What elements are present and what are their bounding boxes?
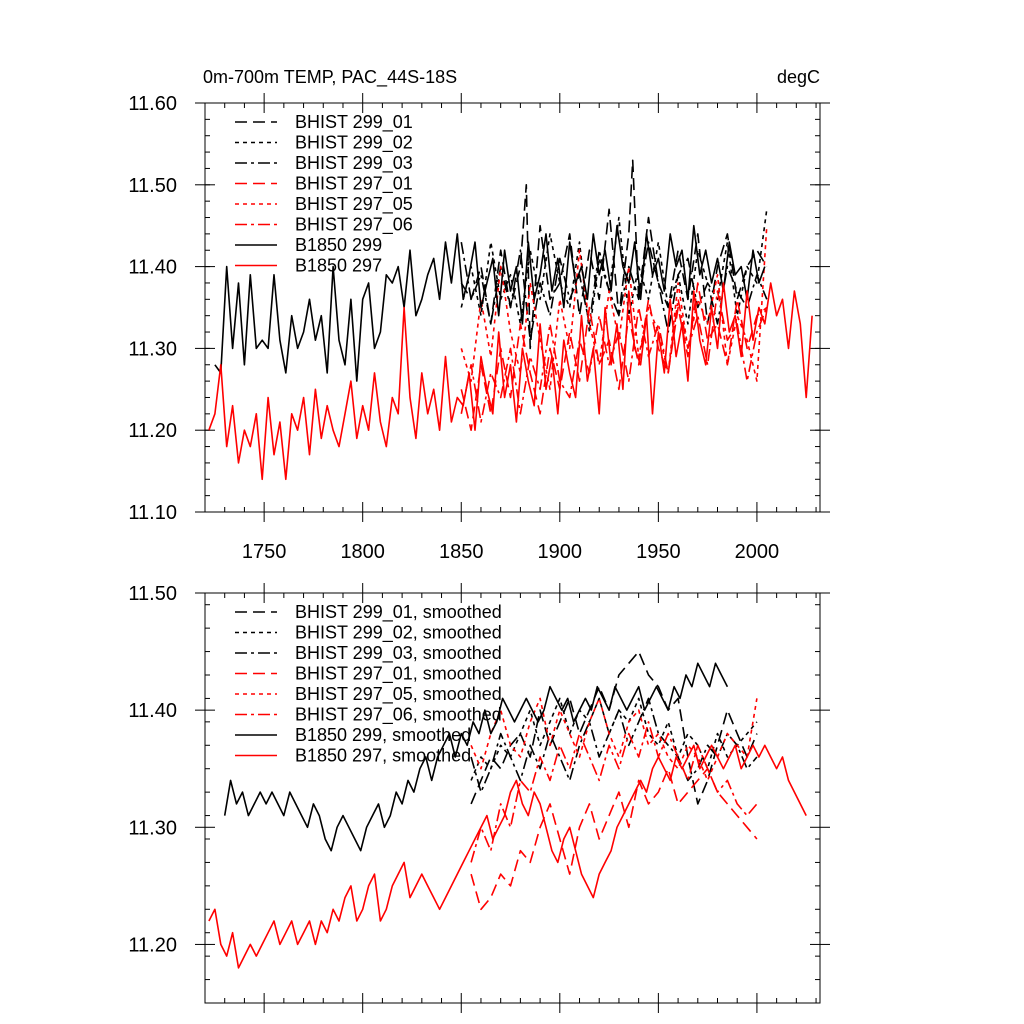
x-tick-label: 1750 bbox=[242, 541, 287, 563]
legend-label: BHIST 299_02 bbox=[295, 133, 413, 154]
legend-label: B1850 297, smoothed bbox=[295, 746, 471, 766]
y-tick-label: 11.30 bbox=[128, 338, 177, 360]
plot-frame bbox=[204, 102, 821, 513]
legend-label: BHIST 299_02, smoothed bbox=[295, 623, 502, 644]
y-tick-label: 11.50 bbox=[128, 175, 177, 197]
y-tick-label: 11.40 bbox=[128, 257, 177, 279]
x-tick-label: 2000 bbox=[735, 541, 780, 563]
y-tick-label: 11.10 bbox=[128, 502, 177, 524]
legend-label: BHIST 297_01 bbox=[295, 174, 413, 195]
legend-label: BHIST 299_01 bbox=[295, 112, 413, 133]
series-line-3 bbox=[460, 282, 768, 432]
legend-label: BHIST 297_05 bbox=[295, 194, 413, 215]
legend-label: BHIST 297_06 bbox=[295, 215, 413, 236]
y-tick-label: 11.40 bbox=[128, 700, 177, 722]
x-tick-label: 1900 bbox=[538, 541, 583, 563]
y-tick-label: 11.20 bbox=[128, 934, 177, 956]
series-line-1 bbox=[470, 697, 758, 781]
series-line-4 bbox=[460, 225, 768, 391]
plot-frame bbox=[204, 592, 821, 1004]
legend-label: B1850 299 bbox=[295, 235, 382, 255]
series-line-4 bbox=[470, 697, 758, 782]
bottom-panel: 11.20 11.30 11.40 11.50 BHIST 299_01, smooth… bbox=[128, 583, 830, 1013]
series-line-3 bbox=[470, 767, 758, 911]
top-panel: 1750 1800 1850 1900 1950 2000 11.10 11.20 11.30 1… bbox=[128, 93, 830, 563]
series-line-6 bbox=[214, 224, 766, 382]
series-line-7 bbox=[208, 282, 813, 481]
legend-label: B1850 297 bbox=[295, 256, 382, 276]
series-line-7 bbox=[208, 744, 807, 969]
y-tick-label: 11.20 bbox=[128, 420, 177, 442]
x-tick-label: 1800 bbox=[340, 541, 385, 563]
series-line-0 bbox=[470, 650, 758, 805]
legend-label: BHIST 297_06, smoothed bbox=[295, 705, 502, 726]
legend-label: BHIST 297_05, smoothed bbox=[295, 684, 502, 705]
legend-label: B1850 299, smoothed bbox=[295, 725, 471, 745]
y-tick-label: 11.50 bbox=[128, 583, 177, 605]
x-tick-label: 1850 bbox=[439, 541, 484, 563]
y-tick-label: 11.60 bbox=[128, 93, 177, 115]
x-tick-label: 1950 bbox=[636, 541, 681, 563]
chart-title: 0m-700m TEMP, PAC_44S-18S bbox=[203, 67, 457, 88]
units-label: degC bbox=[777, 67, 820, 87]
legend-label: BHIST 297_01, smoothed bbox=[295, 664, 502, 685]
series-line-6 bbox=[223, 662, 729, 852]
legend-label: BHIST 299_03, smoothed bbox=[295, 643, 502, 664]
legend-label: BHIST 299_01, smoothed bbox=[295, 602, 502, 623]
series-line-2 bbox=[470, 697, 758, 793]
legend-label: BHIST 299_03 bbox=[295, 153, 413, 174]
y-tick-label: 11.30 bbox=[128, 817, 177, 839]
